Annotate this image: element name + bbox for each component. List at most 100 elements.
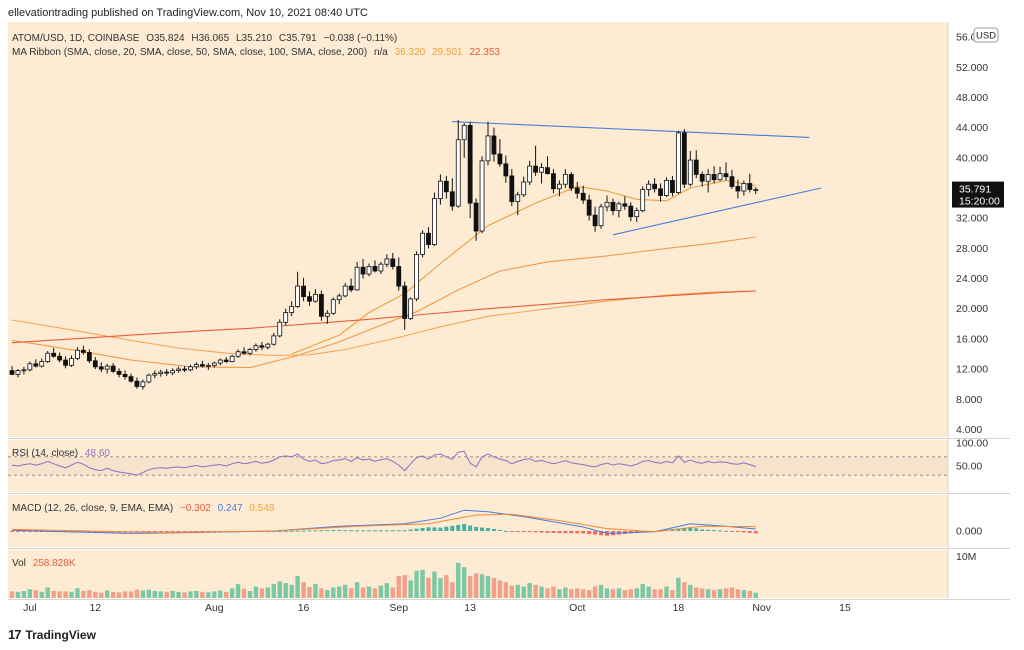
volume-bar (105, 590, 110, 598)
macd-histogram-bar (408, 529, 413, 531)
volume-bar (396, 576, 401, 598)
candle-body (735, 186, 741, 192)
volume-bar (551, 586, 556, 598)
volume-bar (235, 583, 241, 598)
trendline (612, 187, 822, 236)
macd-histogram-bar (599, 531, 604, 536)
macd-histogram-bar (361, 530, 366, 532)
candle-body (51, 352, 57, 357)
volume-bar (81, 590, 86, 598)
rsi-label[interactable]: RSI (14, close) (12, 448, 79, 459)
macd-histogram-bar (581, 531, 586, 534)
price-tick-label: 52.000 (956, 62, 988, 74)
rsi-legend[interactable]: RSI (14, close) 48.60 (12, 448, 114, 459)
volume-bar (295, 576, 300, 598)
volume-bar (331, 587, 336, 598)
candle-body (277, 321, 283, 337)
volume-bar (676, 577, 681, 598)
volume-bar (747, 590, 752, 598)
volume-bar (146, 589, 152, 598)
volume-bar (646, 586, 651, 598)
volume-bar (224, 591, 229, 598)
publish-header: ellevationtrading published on TradingVi… (8, 7, 368, 19)
volume-bar (539, 586, 544, 598)
macd-histogram-bar (301, 530, 306, 532)
symbol-legend[interactable]: ATOM/USD, 1D, COINBASE O35.824 H36.065 L… (12, 33, 401, 44)
macd-histogram-bar (587, 531, 592, 534)
candle-body (574, 187, 580, 194)
macd-histogram-bar (378, 530, 383, 532)
signal-line (11, 513, 756, 534)
macd-histogram-bar (390, 530, 395, 532)
macd-histogram-bar (307, 530, 312, 532)
volume-bar (348, 588, 354, 598)
candle-body (75, 349, 80, 359)
macd-histogram-bar (509, 531, 514, 532)
tradingview-logo[interactable]: 17 TradingView (8, 627, 96, 642)
volume-bar (485, 576, 491, 598)
candle-body (164, 371, 170, 374)
volume-bar (622, 590, 628, 598)
macd-histogram-bar (325, 530, 330, 532)
volume-bar (325, 590, 330, 598)
macd-label[interactable]: MACD (12, 26, close, 9, EMA, EMA) (12, 503, 174, 514)
candle-body (473, 202, 479, 232)
volume-bar (188, 591, 193, 598)
volume-bar (658, 589, 663, 598)
volume-legend[interactable]: Vol 258.828K (12, 558, 80, 569)
candle-body (557, 183, 562, 190)
ma-ribbon-label[interactable]: MA Ribbon (SMA, close, 20, SMA, close, 5… (12, 47, 368, 58)
volume-bar (253, 586, 259, 598)
volume-bar (557, 589, 562, 598)
macd-histogram-bar (491, 529, 496, 531)
close-value: C35.791 (278, 33, 317, 44)
volume-bar (128, 591, 134, 598)
candle-body (39, 361, 45, 367)
volume-bar (93, 591, 98, 598)
candle-body (461, 124, 467, 141)
volume-bar (283, 583, 288, 598)
candle-body (521, 181, 527, 196)
symbol-label[interactable]: ATOM/USD, 1D, COINBASE (12, 33, 140, 44)
volume-bar (462, 567, 467, 598)
volume-label[interactable]: Vol (12, 558, 26, 569)
ma-ribbon-legend[interactable]: MA Ribbon (SMA, close, 20, SMA, close, 5… (12, 47, 504, 58)
date-tick-label: 13 (464, 602, 476, 614)
macd-histogram-bar (372, 530, 377, 532)
macd-histogram-bar (694, 528, 699, 531)
candle-body (449, 191, 455, 207)
candle-body (324, 312, 330, 317)
volume-bar (586, 590, 592, 598)
volume-bar (69, 591, 74, 598)
high-value: H36.065 (191, 33, 230, 44)
macd-histogram-bar (724, 530, 728, 532)
candle-body (176, 368, 182, 372)
macd-histogram-bar (146, 531, 151, 532)
volume-bar (604, 588, 610, 598)
macd-histogram-bar (503, 530, 508, 532)
date-tick-label: 18 (673, 602, 685, 614)
candle-body (527, 165, 533, 183)
volume-bar (521, 586, 526, 598)
candle-body (426, 232, 431, 245)
candle-body (586, 199, 592, 216)
candle-body (497, 153, 503, 165)
macd-histogram-bar (140, 531, 145, 533)
countdown-label: 15:20:00 (959, 196, 1000, 208)
candle-body (146, 374, 152, 383)
candle-body (515, 194, 521, 202)
candle-body (295, 285, 301, 307)
macd-pane-background (8, 495, 948, 547)
macd-histogram-bar (295, 530, 300, 532)
macd-legend[interactable]: MACD (12, 26, close, 9, EMA, EMA) −0.302… (12, 503, 278, 514)
volume-bar (57, 591, 62, 598)
volume-bar (753, 592, 758, 598)
candle-body (110, 365, 116, 372)
macd-histogram-bar (474, 527, 479, 531)
change-value: −0.038 (−0.11%) (323, 33, 398, 44)
volume-bar (218, 590, 223, 598)
volume-bar (140, 590, 146, 598)
candle-body (15, 370, 21, 375)
price-tick-label: 12.000 (956, 364, 988, 376)
